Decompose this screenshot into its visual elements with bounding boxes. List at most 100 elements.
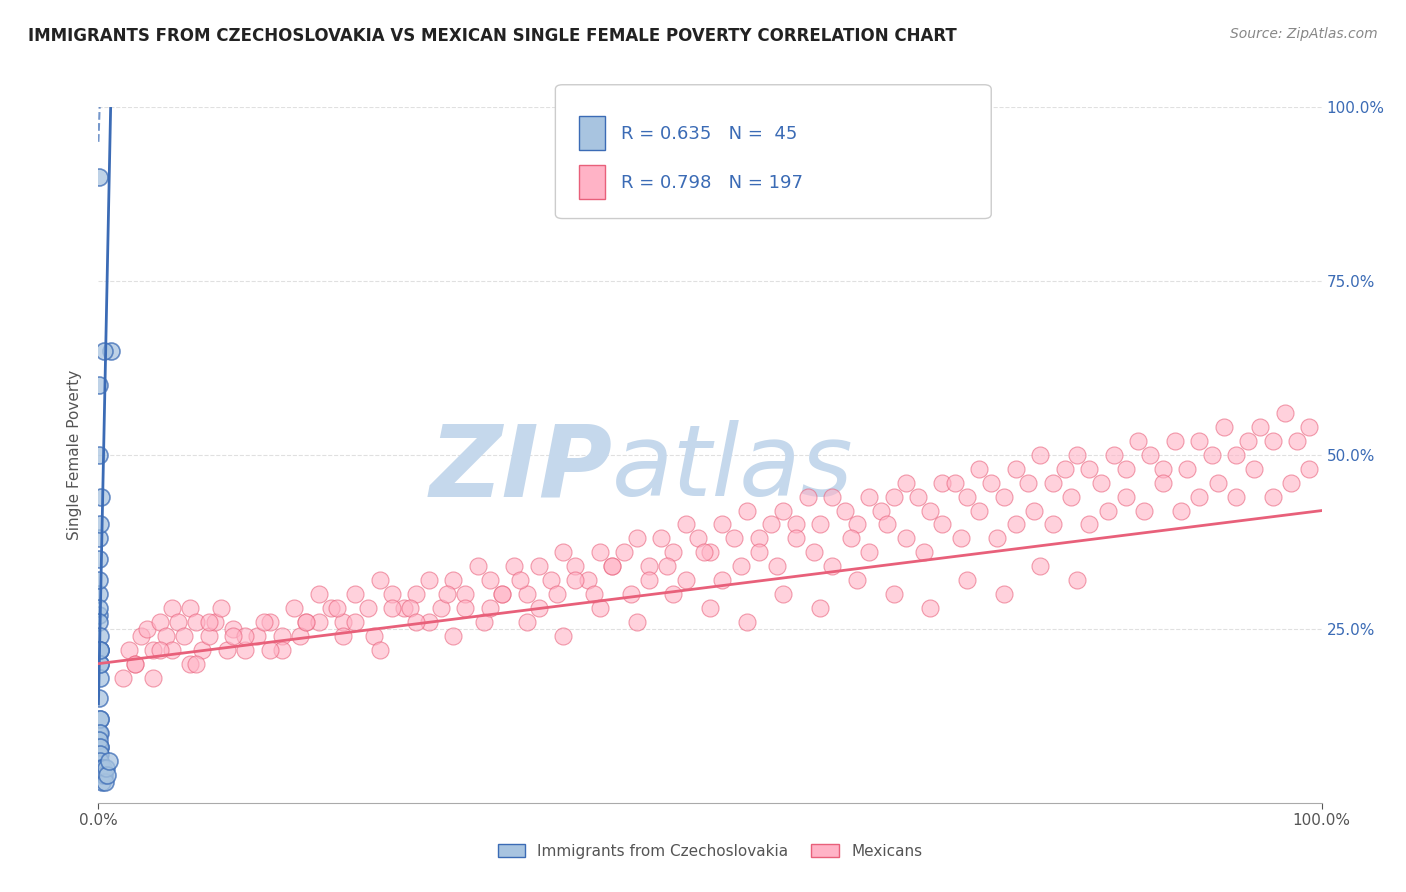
Point [149, 615, 172, 629]
Point [100, 343, 122, 358]
Point [699, 545, 721, 559]
Point [907, 490, 929, 504]
Point [368, 642, 391, 657]
Point [662, 587, 685, 601]
Point [1066, 448, 1088, 462]
Point [686, 532, 709, 546]
Point [89, 629, 111, 643]
Point [89, 754, 111, 768]
Point [89, 615, 111, 629]
Point [582, 587, 605, 601]
Point [441, 573, 464, 587]
Point [785, 532, 807, 546]
Point [894, 532, 917, 546]
Point [233, 642, 256, 657]
Point [735, 615, 758, 629]
Point [89, 642, 111, 657]
Point [1212, 420, 1234, 434]
Legend: Immigrants from Czechoslovakia, Mexicans: Immigrants from Czechoslovakia, Mexicans [492, 838, 928, 864]
Point [124, 657, 146, 671]
Point [619, 587, 641, 601]
Point [89, 642, 111, 657]
Point [136, 622, 159, 636]
Point [1152, 475, 1174, 490]
Point [845, 573, 868, 587]
Point [613, 545, 636, 559]
Point [111, 671, 134, 685]
Point [295, 615, 318, 629]
Point [90, 761, 112, 775]
Point [748, 532, 770, 546]
Point [883, 490, 905, 504]
Point [89, 726, 111, 740]
Point [91, 775, 114, 789]
Point [527, 559, 550, 574]
Point [87, 532, 110, 546]
Point [693, 545, 716, 559]
Point [748, 545, 770, 559]
Point [1261, 490, 1284, 504]
Point [546, 587, 568, 601]
Point [785, 517, 807, 532]
Point [1274, 406, 1296, 420]
Point [1004, 462, 1026, 476]
Point [808, 517, 831, 532]
Point [662, 545, 685, 559]
Point [1029, 448, 1052, 462]
Point [197, 615, 219, 629]
Point [89, 517, 111, 532]
Point [1243, 462, 1265, 476]
Point [308, 587, 330, 601]
Point [1279, 475, 1302, 490]
Point [259, 642, 281, 657]
Point [723, 532, 745, 546]
Point [246, 629, 269, 643]
Point [94, 775, 117, 789]
Point [381, 587, 404, 601]
Point [89, 740, 111, 755]
Point [89, 691, 111, 706]
Point [491, 587, 513, 601]
Point [576, 573, 599, 587]
Point [894, 475, 917, 490]
Point [436, 587, 458, 601]
Text: R = 0.635   N =  45: R = 0.635 N = 45 [621, 125, 797, 143]
Point [509, 573, 531, 587]
Point [1261, 434, 1284, 448]
Point [1128, 434, 1150, 448]
Point [1133, 503, 1156, 517]
Point [650, 532, 672, 546]
Text: IMMIGRANTS FROM CZECHOSLOVAKIA VS MEXICAN SINGLE FEMALE POVERTY CORRELATION CHAR: IMMIGRANTS FROM CZECHOSLOVAKIA VS MEXICA… [28, 27, 957, 45]
Point [89, 726, 111, 740]
Point [478, 573, 501, 587]
Point [344, 615, 367, 629]
Point [89, 607, 111, 622]
Point [472, 615, 495, 629]
Point [1053, 462, 1076, 476]
Point [1164, 434, 1187, 448]
Point [1188, 490, 1211, 504]
Point [1175, 462, 1198, 476]
Point [626, 532, 648, 546]
Point [252, 615, 274, 629]
Point [308, 615, 330, 629]
Point [93, 768, 115, 782]
Point [179, 657, 201, 671]
Point [96, 768, 118, 782]
Point [142, 642, 165, 657]
Point [993, 587, 1015, 601]
Point [418, 573, 440, 587]
Point [808, 601, 831, 615]
Point [1004, 517, 1026, 532]
Point [626, 615, 648, 629]
Point [233, 629, 256, 643]
Point [638, 573, 661, 587]
Point [527, 601, 550, 615]
Point [638, 559, 661, 574]
Point [1188, 434, 1211, 448]
Point [735, 503, 758, 517]
Y-axis label: Single Female Poverty: Single Female Poverty [67, 370, 83, 540]
Point [967, 503, 990, 517]
Point [1066, 573, 1088, 587]
Point [491, 587, 513, 601]
